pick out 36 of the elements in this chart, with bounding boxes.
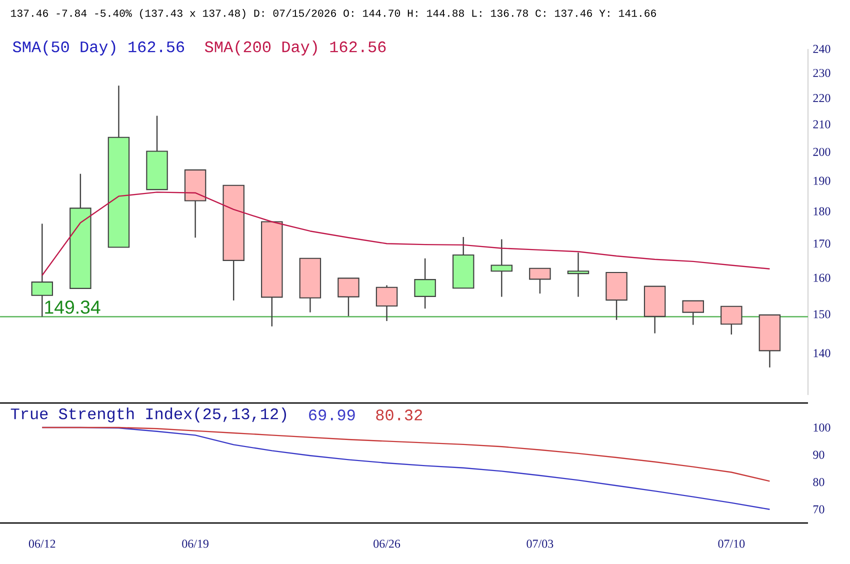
candlestick <box>682 300 704 326</box>
y-tick-label: 160 <box>814 274 830 282</box>
y-tick-label: 180 <box>814 207 830 216</box>
y-tick-label: 190 <box>814 176 830 185</box>
x-tick-label: 06/19 <box>182 540 208 548</box>
text: 69.99 <box>309 410 355 420</box>
text: SMA(200 Day) 162.56 <box>204 40 386 56</box>
candlestick <box>376 284 398 322</box>
candlestick <box>567 252 590 298</box>
y-tick-label: 240 <box>813 44 830 54</box>
y-tick-label: 70 <box>814 505 824 514</box>
y-tick-label: 210 <box>813 120 830 128</box>
chart-title: True Strength Index(25,13,12) <box>10 408 286 422</box>
y-tick-label: 100 <box>814 423 830 432</box>
y-tick-label: 140 <box>814 349 830 358</box>
candlestick <box>720 306 742 336</box>
y-tick-label: 220 <box>813 94 830 102</box>
chart-title: 137.46 -7.84 -5.40% (137.43 x 137.48) D: 07/15/2026 O: 144.70 H: 144.88 L: 136.78 C: 137.46 Y: 141.66 <box>11 9 656 19</box>
x-tick-label: 06/12 <box>28 540 56 548</box>
y-tick-label: 80 <box>813 478 824 486</box>
y-tick-label: 200 <box>813 148 830 156</box>
x-tick-label: 06/26 <box>374 540 400 548</box>
y-tick-label: 90 <box>813 450 824 459</box>
candlestick <box>414 258 436 310</box>
candlestick <box>529 268 551 294</box>
ref-line-label: 149.34 <box>45 300 100 314</box>
y-tick-label: 170 <box>814 240 830 248</box>
x-tick-label: 07/03 <box>526 540 554 548</box>
line-series <box>42 192 770 276</box>
candlestick <box>338 278 360 317</box>
x-tick-label: 07/10 <box>718 540 745 548</box>
y-tick-label: 150 <box>814 310 830 318</box>
y-tick-label: 230 <box>813 68 830 78</box>
annotation: SMA(50 Day) 162.56 <box>12 40 184 56</box>
series-label: 80.32 <box>376 410 422 420</box>
candlestick <box>490 238 513 298</box>
